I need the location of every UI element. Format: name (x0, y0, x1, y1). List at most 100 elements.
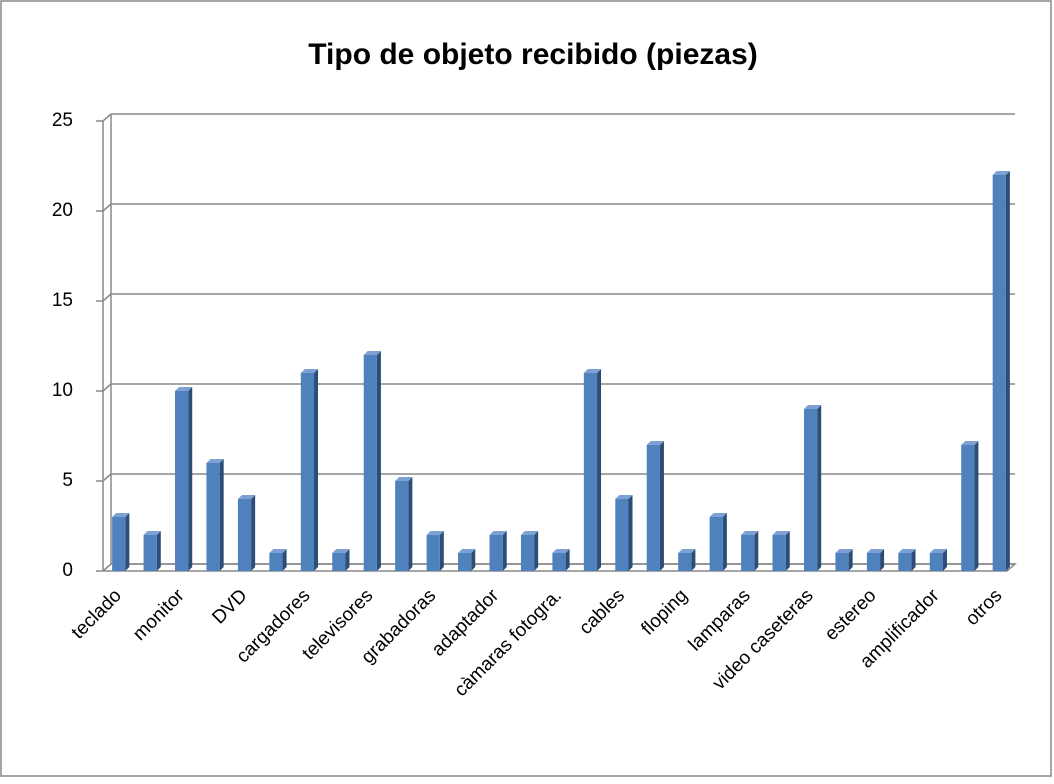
bar-side (880, 549, 885, 571)
bar-side (974, 441, 979, 571)
bar-top (803, 405, 822, 409)
bar (332, 553, 346, 571)
bar-side (314, 369, 319, 571)
bar-side (439, 531, 444, 571)
bar (646, 445, 660, 571)
bar-side (1005, 171, 1010, 571)
bar (615, 499, 629, 571)
grid-line-side (102, 203, 112, 212)
bar-top (646, 441, 664, 445)
bar-side (628, 495, 633, 571)
bar (772, 535, 786, 571)
bar (992, 175, 1006, 571)
bar-top (237, 495, 256, 499)
bar-side (722, 513, 727, 571)
grid-line-side (102, 293, 112, 302)
bar (237, 499, 252, 571)
y-tick-label: 0 (62, 560, 73, 581)
y-tick-label: 10 (52, 380, 73, 401)
bar-top (332, 549, 350, 553)
bar-side (565, 549, 570, 571)
grid-line-side (102, 563, 112, 572)
bar-side (219, 459, 224, 571)
bar-top (992, 171, 1010, 175)
bar-top (709, 513, 727, 517)
bar-top (489, 531, 507, 535)
bar-side (125, 513, 130, 571)
grid-line-side (102, 473, 112, 482)
bar (583, 373, 598, 571)
y-tick-label: 25 (52, 110, 73, 131)
bar (898, 553, 912, 571)
bar-side (156, 531, 161, 571)
bar-top (143, 531, 161, 535)
bar-top (678, 549, 696, 553)
bar-top (615, 495, 633, 499)
bar-side (785, 531, 790, 571)
bar-side (597, 369, 602, 571)
bar-side (942, 549, 947, 571)
bar-top (300, 369, 319, 373)
y-tick-label: 20 (52, 200, 73, 221)
bar-side (188, 387, 193, 571)
bar (803, 409, 818, 571)
bar-side (848, 549, 853, 571)
bar-top (772, 531, 790, 535)
bar-top (426, 531, 444, 535)
bar-top (583, 369, 602, 373)
bar-top (175, 387, 193, 391)
bar-top (898, 549, 916, 553)
bar-side (691, 549, 696, 571)
bar (143, 535, 157, 571)
bar-side (659, 441, 664, 571)
y-tick-label: 5 (62, 470, 73, 491)
bar-side (534, 531, 539, 571)
bar (363, 355, 377, 571)
bar-top (961, 441, 979, 445)
bar (961, 445, 975, 571)
bar (175, 391, 189, 571)
bar (678, 553, 692, 571)
bar-side (911, 549, 916, 571)
bar-top (206, 459, 224, 463)
bar-top (866, 549, 885, 553)
bar-top (552, 549, 570, 553)
bar (300, 373, 315, 571)
grid-line-side (102, 383, 112, 392)
bar-top (363, 351, 381, 355)
bar-top (520, 531, 539, 535)
bar-side (502, 531, 507, 571)
bar (520, 535, 535, 571)
bar (866, 553, 881, 571)
bar (929, 553, 943, 571)
bar (458, 553, 472, 571)
bar-side (282, 549, 287, 571)
bar-side (251, 495, 256, 571)
bar-top (458, 549, 476, 553)
bar (269, 553, 283, 571)
bar-top (929, 549, 947, 553)
bar-side (817, 405, 822, 571)
bar-top (395, 477, 413, 481)
bar-top (269, 549, 287, 553)
bar-top (835, 549, 853, 553)
bar-side (754, 531, 759, 571)
bar (426, 535, 440, 571)
bar-top (112, 513, 130, 517)
bar (112, 517, 126, 571)
bar-side (408, 477, 413, 571)
y-tick-label: 15 (52, 290, 73, 311)
bar (709, 517, 723, 571)
bar-side (345, 549, 350, 571)
bar (835, 553, 849, 571)
bar (552, 553, 566, 571)
bar (489, 535, 503, 571)
bar (206, 463, 220, 571)
bar (395, 481, 409, 571)
chart-title: Tipo de objeto recibido (piezas) (308, 38, 758, 71)
bar-top (741, 531, 759, 535)
bar (741, 535, 755, 571)
bar-side (376, 351, 381, 571)
